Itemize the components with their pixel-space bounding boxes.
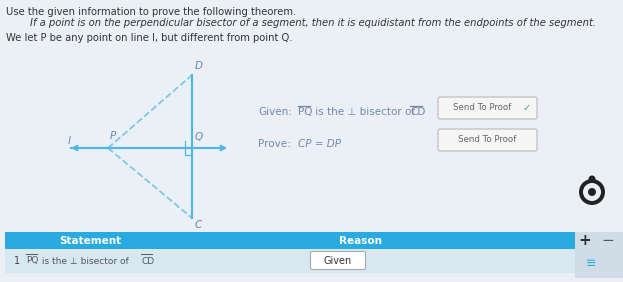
- Text: is the ⊥ bisector of: is the ⊥ bisector of: [312, 107, 415, 117]
- Text: C: C: [195, 220, 202, 230]
- FancyBboxPatch shape: [310, 252, 366, 270]
- FancyBboxPatch shape: [5, 249, 575, 273]
- Text: ≡: ≡: [586, 257, 596, 270]
- Circle shape: [583, 183, 601, 201]
- Text: CD: CD: [141, 257, 154, 265]
- Text: PQ: PQ: [298, 107, 313, 117]
- Text: CD: CD: [410, 107, 426, 117]
- Circle shape: [579, 179, 605, 205]
- Text: Statement: Statement: [59, 235, 121, 246]
- FancyBboxPatch shape: [575, 232, 623, 278]
- Text: 1: 1: [14, 256, 20, 266]
- Text: If a point is on the perpendicular bisector of a segment, then it is equidistant: If a point is on the perpendicular bisec…: [30, 18, 596, 28]
- Text: D: D: [195, 61, 203, 71]
- Text: −: −: [602, 233, 614, 248]
- Text: Reason: Reason: [338, 235, 381, 246]
- Text: +: +: [579, 233, 591, 248]
- Text: Use the given information to prove the following theorem.: Use the given information to prove the f…: [6, 7, 297, 17]
- FancyBboxPatch shape: [438, 129, 537, 151]
- Text: CP = DP: CP = DP: [298, 139, 341, 149]
- Text: l: l: [68, 136, 71, 146]
- Text: Given:: Given:: [258, 107, 292, 117]
- Text: We let P be any point on line l, but different from point Q.: We let P be any point on line l, but dif…: [6, 33, 293, 43]
- Text: ✓: ✓: [523, 103, 531, 113]
- Text: Prove:: Prove:: [258, 139, 291, 149]
- Text: Send To Proof: Send To Proof: [459, 135, 516, 144]
- Text: Q: Q: [195, 132, 203, 142]
- Text: Send To Proof: Send To Proof: [454, 103, 511, 113]
- Text: PQ: PQ: [26, 257, 39, 265]
- Circle shape: [589, 175, 596, 182]
- Text: is the ⊥ bisector of: is the ⊥ bisector of: [39, 257, 129, 265]
- Text: P: P: [110, 131, 117, 141]
- Circle shape: [588, 188, 596, 196]
- FancyBboxPatch shape: [5, 232, 575, 249]
- Text: Given: Given: [324, 255, 352, 265]
- FancyBboxPatch shape: [438, 97, 537, 119]
